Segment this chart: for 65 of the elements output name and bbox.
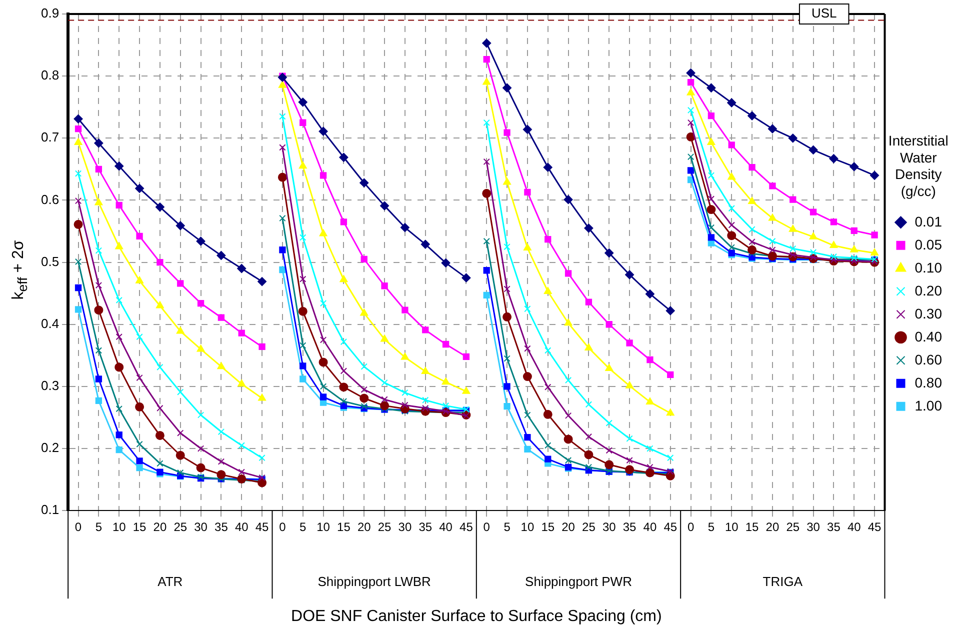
x-tick-label: 35	[622, 520, 637, 534]
y-tick-label: 0.8	[40, 68, 60, 83]
x-tick-label: 15	[337, 520, 351, 534]
x-tick-label: 15	[132, 520, 147, 534]
x-tick-label: 20	[153, 520, 167, 534]
legend-label: 0.20	[914, 282, 942, 298]
legend-label: 1.00	[914, 397, 942, 414]
legend-label: 0.05	[914, 236, 942, 252]
x-tick-label: 45	[868, 520, 882, 534]
x-tick-label: 40	[847, 520, 862, 534]
x-tick-label: 25	[582, 520, 596, 534]
x-tick-label: 10	[520, 520, 534, 534]
x-tick-label: 35	[827, 520, 841, 534]
x-tick-label: 20	[766, 520, 780, 534]
x-tick-label: 0	[74, 520, 82, 534]
y-tick-label: 0.9	[40, 6, 60, 21]
x-tick-label: 30	[806, 520, 820, 534]
x-tick-label: 40	[439, 520, 453, 534]
x-tick-label: 30	[602, 520, 616, 534]
text: Shippingport PWR	[525, 574, 632, 590]
x-tick-label: 0	[483, 520, 490, 534]
y-tick-label: 0.3	[40, 378, 60, 394]
x-tick-label: 35	[418, 520, 432, 534]
legend-label: 0.01	[914, 213, 942, 230]
y-tick-label: 0.6	[40, 192, 60, 207]
x-tick-label: 25	[378, 520, 392, 534]
x-tick-label: 5	[300, 520, 307, 534]
text: ATR	[158, 574, 183, 590]
x-tick-label: 10	[112, 520, 126, 534]
x-tick-label: 45	[460, 520, 474, 534]
x-tick-label: 20	[357, 520, 372, 534]
x-tick-label: 10	[316, 520, 330, 534]
x-tick-label: 10	[724, 520, 739, 534]
x-tick-label: 25	[174, 520, 188, 534]
x-tick-label: 30	[194, 520, 208, 534]
legend-label: 0.10	[914, 259, 942, 276]
legend-label: 0.30	[914, 305, 942, 322]
x-tick-label: 30	[398, 520, 412, 534]
ref-line-label: USL	[811, 6, 837, 21]
x-tick-label: 35	[214, 520, 228, 534]
y-tick-label: 0.2	[40, 440, 60, 456]
x-tick-label: 25	[786, 520, 800, 534]
x-axis-title: DOE SNF Canister Surface to Surface Spacing (cm)	[291, 608, 662, 626]
x-tick-label: 45	[255, 520, 270, 534]
x-tick-label: 40	[643, 520, 657, 534]
y-tick-label: 0.5	[40, 254, 60, 269]
x-tick-label: 45	[664, 520, 678, 534]
legend-label: 0.80	[914, 374, 942, 390]
x-tick-label: 20	[562, 520, 576, 534]
x-tick-label: 15	[745, 520, 760, 534]
y-tick-label: 0.4	[40, 316, 60, 331]
x-tick-label: 15	[541, 520, 555, 534]
x-tick-label: 5	[504, 520, 511, 534]
text: TRIGA	[762, 574, 803, 590]
x-tick-label: 0	[279, 520, 286, 534]
x-tick-label: 40	[234, 520, 249, 534]
text: Shippingport LWBR	[318, 574, 431, 590]
x-tick-label: 5	[708, 520, 715, 534]
legend-label: 0.60	[914, 351, 942, 368]
y-tick-label: 0.1	[40, 502, 60, 518]
x-tick-label: 0	[687, 520, 694, 534]
legend-label: 0.40	[914, 328, 942, 344]
legend-title: Interstitial Water Density (g/cc)	[888, 132, 948, 199]
y-tick-label: 0.7	[40, 130, 60, 145]
x-tick-label: 5	[95, 520, 102, 534]
